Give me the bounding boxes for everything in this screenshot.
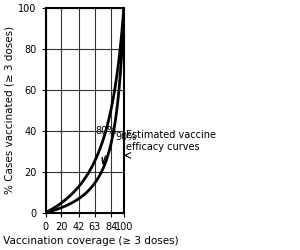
Y-axis label: % Cases vaccinated (≥ 3 doses): % Cases vaccinated (≥ 3 doses) xyxy=(4,26,14,194)
Text: Estimated vaccine
efficacy curves: Estimated vaccine efficacy curves xyxy=(126,130,216,152)
Text: 80%: 80% xyxy=(95,126,116,136)
Text: 90%: 90% xyxy=(115,132,136,142)
X-axis label: % Vaccination coverage (≥ 3 doses): % Vaccination coverage (≥ 3 doses) xyxy=(0,236,179,246)
